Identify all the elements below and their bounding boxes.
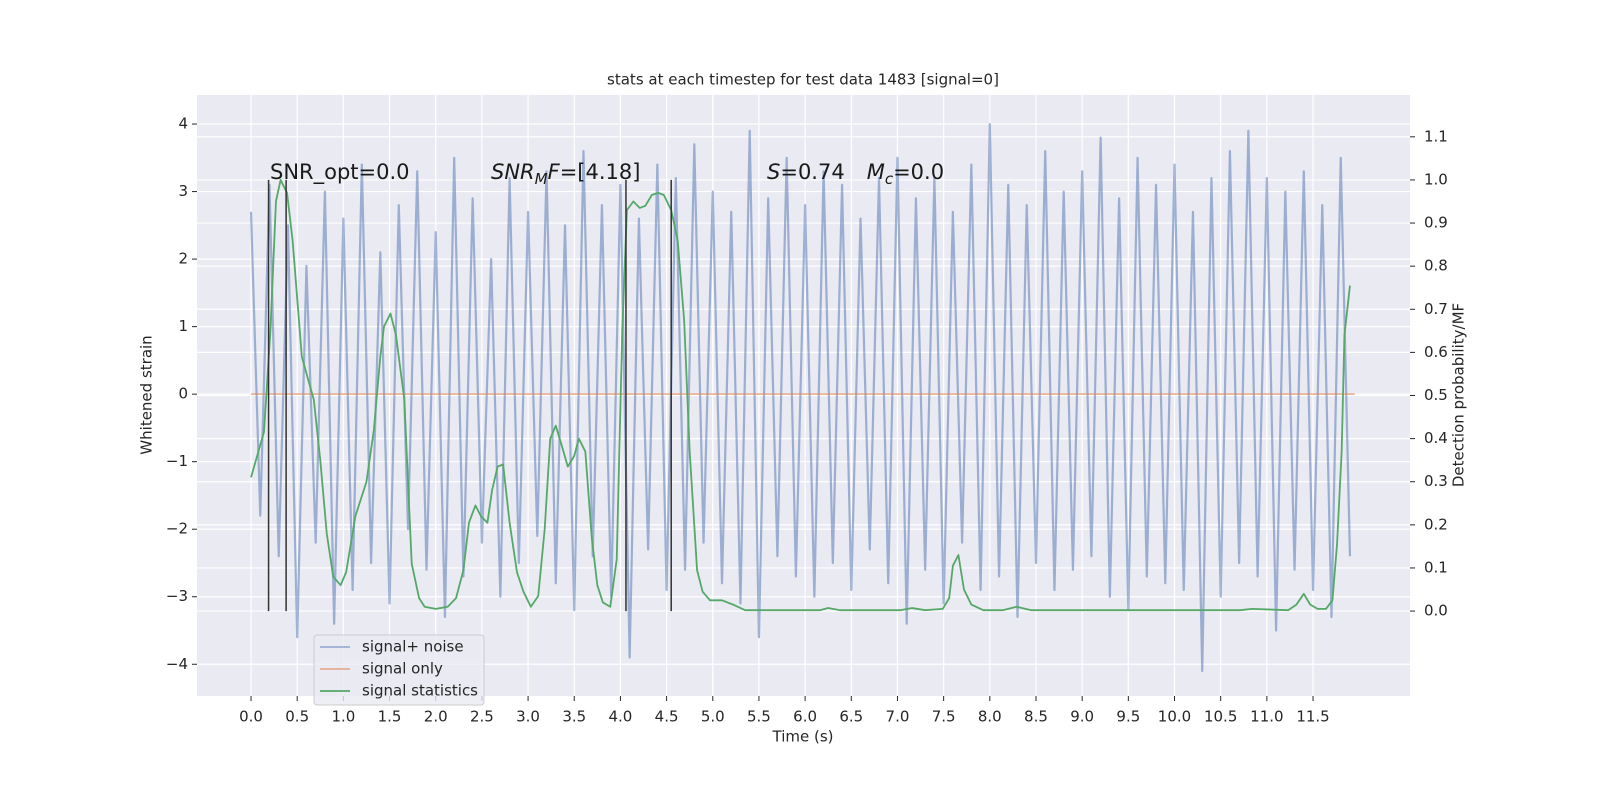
x-tick-label: 5.0 — [701, 708, 725, 726]
y2-tick-label: 0.6 — [1424, 343, 1448, 361]
annotation-part: F — [548, 160, 561, 184]
y-axis-label: Whitened strain — [138, 335, 156, 454]
annotation-part: =[4.18] — [560, 160, 641, 184]
legend: signal+ noise signal only signal statistic… — [313, 634, 485, 706]
legend-label: signal only — [362, 660, 443, 678]
annotation-part: M — [867, 160, 885, 184]
x-tick-label: 0.5 — [285, 708, 309, 726]
series-line — [249, 122, 1352, 673]
y2-tick-label: 1.1 — [1424, 127, 1448, 145]
x-tick-label: 8.0 — [978, 708, 1002, 726]
y-tick-label: −1 — [166, 452, 188, 470]
y2-tick-label: 0.5 — [1424, 386, 1448, 404]
y-tick-label: 3 — [178, 182, 188, 200]
annotation-part: c — [885, 170, 894, 188]
marks — [249, 122, 1355, 673]
y2-tick-label: 0.7 — [1424, 300, 1448, 318]
x-tick-label: 10.5 — [1204, 708, 1237, 726]
y-tick-label: 0 — [178, 385, 188, 403]
annotation: SNRMF=[4.18] — [491, 160, 640, 188]
x-tick-label: 4.0 — [608, 708, 632, 726]
x-tick-label: 9.0 — [1070, 708, 1094, 726]
x-tick-label: 3.0 — [516, 708, 540, 726]
labels: 0.0 0.5 1.0 1.5 2.0 2.5 3.0 3.5 4.0 4.5 5.0 5.5 6.0 6… — [166, 115, 1448, 726]
x-tick-label: 7.0 — [886, 708, 910, 726]
y-tick-label: −4 — [166, 655, 188, 673]
x-tick-label: 1.5 — [378, 708, 402, 726]
y2-tick-label: 0.2 — [1424, 515, 1448, 533]
annotation: S=0.74 Mc=0.0 — [767, 160, 944, 188]
annotation: SNR_opt=0.0 — [270, 160, 410, 185]
y2-tick-label: 1.0 — [1424, 170, 1448, 188]
legend-label: signal+ noise — [362, 638, 464, 656]
x-axis-label: Time (s) — [772, 728, 834, 746]
y-tick-label: 1 — [178, 317, 188, 335]
y2-tick-label: 0.9 — [1424, 214, 1448, 232]
y2-tick-label: 0.8 — [1424, 257, 1448, 275]
legend-label: signal statistics — [362, 682, 478, 700]
y2-axis-label: Detection probability/MF — [1450, 303, 1468, 487]
x-tick-label: 8.5 — [1024, 708, 1048, 726]
annotation-part: SNR_opt=0.0 — [270, 160, 410, 185]
y2-tick-label: 0.3 — [1424, 472, 1448, 490]
annotation-part: SNR — [491, 160, 535, 184]
y-tick-label: 4 — [178, 115, 188, 133]
annotation-part: =0.74 — [780, 160, 844, 184]
legend-box — [313, 634, 485, 706]
x-tick-label: 2.0 — [424, 708, 448, 726]
chart-title: stats at each timestep for test data 148… — [607, 71, 999, 89]
x-tick-label: 10.0 — [1158, 708, 1191, 726]
series-line — [250, 179, 1351, 612]
y2-tick-label: 0.0 — [1424, 602, 1448, 620]
y-tick-label: 2 — [178, 250, 188, 268]
x-tick-label: 6.5 — [839, 708, 863, 726]
x-tick-label: 11.5 — [1296, 708, 1329, 726]
x-tick-label: 6.0 — [793, 708, 817, 726]
annotation-part: M — [535, 170, 548, 188]
y-tick-label: −2 — [166, 520, 188, 538]
annotation-part: S — [767, 160, 780, 184]
x-tick-label: 3.5 — [562, 708, 586, 726]
y-tick-label: −3 — [166, 587, 188, 605]
y2-tick-label: 0.1 — [1424, 558, 1448, 576]
x-tick-label: 9.5 — [1116, 708, 1140, 726]
x-tick-label: 7.5 — [932, 708, 956, 726]
x-tick-label: 4.5 — [655, 708, 679, 726]
x-tick-label: 11.0 — [1250, 708, 1283, 726]
x-tick-label: 0.0 — [239, 708, 263, 726]
y2-tick-label: 0.4 — [1424, 429, 1448, 447]
x-tick-label: 1.0 — [331, 708, 355, 726]
x-tick-label: 5.5 — [747, 708, 771, 726]
x-tick-label: 2.5 — [470, 708, 494, 726]
annotation-part: =0.0 — [893, 160, 944, 184]
